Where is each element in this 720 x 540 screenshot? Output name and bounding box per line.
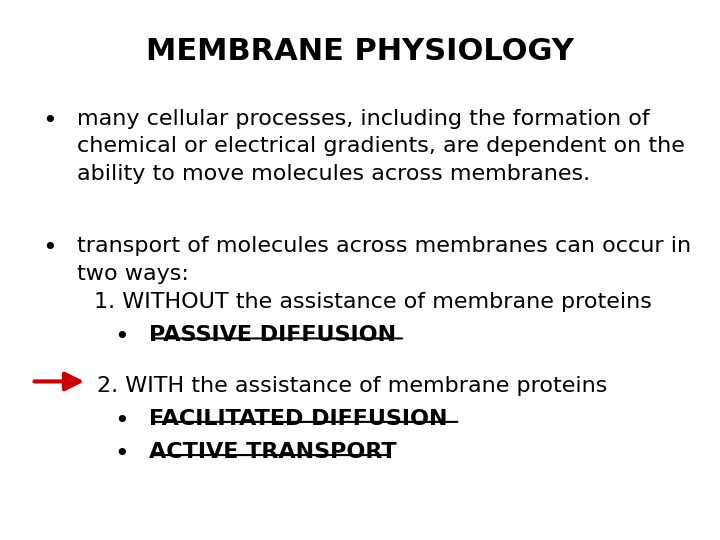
Text: ACTIVE TRANSPORT: ACTIVE TRANSPORT xyxy=(149,442,397,462)
Text: •: • xyxy=(114,409,130,433)
Text: •: • xyxy=(114,326,130,349)
Text: 2. WITH the assistance of membrane proteins: 2. WITH the assistance of membrane prote… xyxy=(97,376,608,396)
Text: FACILITATED DIFFUSION: FACILITATED DIFFUSION xyxy=(149,409,448,429)
Text: •: • xyxy=(42,109,57,133)
Text: •: • xyxy=(42,237,57,260)
Text: transport of molecules across membranes can occur in
two ways:: transport of molecules across membranes … xyxy=(76,237,690,284)
Text: PASSIVE DIFFUSION: PASSIVE DIFFUSION xyxy=(149,326,396,346)
Text: many cellular processes, including the formation of
chemical or electrical gradi: many cellular processes, including the f… xyxy=(76,109,685,184)
Text: •: • xyxy=(114,442,130,466)
Text: 1. WITHOUT the assistance of membrane proteins: 1. WITHOUT the assistance of membrane pr… xyxy=(94,292,652,312)
Text: MEMBRANE PHYSIOLOGY: MEMBRANE PHYSIOLOGY xyxy=(146,37,574,66)
